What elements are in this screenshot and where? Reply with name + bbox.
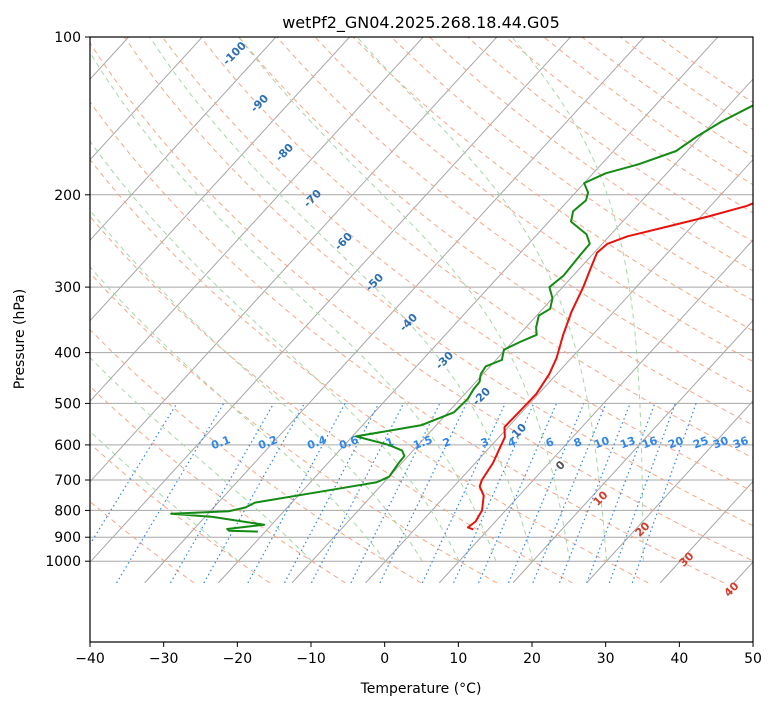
dry-adiabat <box>123 37 753 527</box>
dry-adiabat <box>162 37 753 492</box>
background-lines <box>90 37 753 584</box>
y-tick-label: 200 <box>54 188 81 204</box>
mixing-ratio-line <box>477 403 558 584</box>
y-tick-label: 1000 <box>45 554 81 570</box>
mixing-ratio-label: 16 <box>640 434 659 452</box>
mixing-ratio-line <box>586 403 656 584</box>
y-tick-label: 800 <box>54 503 81 519</box>
moist-adiabat <box>511 37 644 562</box>
mixing-ratio-line <box>532 403 607 584</box>
moist-adiabat <box>149 37 534 562</box>
isotherm-line <box>90 37 277 241</box>
dry-adiabat <box>90 442 271 584</box>
mixing-ratio-line <box>631 403 697 584</box>
mixing-ratio-label: 13 <box>618 434 637 451</box>
isotherm-line <box>144 37 645 584</box>
x-axis: −40 −30 −20 −10 0 10 20 30 40 50 <box>75 642 762 667</box>
moist-adiabat <box>90 140 460 562</box>
mixing-ratio-label: 1 <box>384 435 396 450</box>
y-tick-label: 300 <box>54 280 81 296</box>
y-tick-label: 500 <box>54 396 81 412</box>
dry-adiabat <box>90 272 498 584</box>
isotherm-line <box>659 480 753 584</box>
y-axis: 100 200 300 400 500 600 700 800 900 1000 <box>45 30 90 570</box>
x-tick-label: 40 <box>670 651 688 667</box>
mixing-ratio-label: 0.6 <box>337 433 360 452</box>
y-tick-label: 100 <box>54 30 81 46</box>
mixing-ratio-line <box>170 403 275 584</box>
y-tick-label: 700 <box>54 473 81 489</box>
isotherm-line <box>90 37 498 483</box>
mixing-ratio-line <box>558 403 631 584</box>
moist-adiabat <box>90 430 239 562</box>
mixing-ratio-line <box>608 403 676 584</box>
mixing-ratio-label: 30 <box>711 434 730 452</box>
x-tick-label: −30 <box>149 651 179 667</box>
isotherm-line <box>586 400 753 584</box>
x-tick-label: 0 <box>380 651 389 667</box>
plot-frame <box>89 36 754 643</box>
moist-adiabat <box>238 37 571 562</box>
moist-adiabat <box>90 266 386 562</box>
x-axis-label: Temperature (°C) <box>360 681 482 697</box>
y-axis-label: Pressure (hPa) <box>12 289 28 389</box>
isotherm-line <box>90 37 203 161</box>
mixing-ratio-label: 0.1 <box>209 433 232 452</box>
x-tick-label: −10 <box>296 651 326 667</box>
x-tick-label: −40 <box>75 651 105 667</box>
mixing-ratio-label: 0.4 <box>305 433 328 452</box>
x-tick-label: −20 <box>223 651 253 667</box>
dry-adiabat <box>90 215 573 584</box>
mixing-ratio-label: 20 <box>666 434 685 452</box>
mixing-ratio-line <box>421 403 506 584</box>
dry-adiabat <box>200 37 753 459</box>
mixing-ratio-label: 4 <box>506 435 518 450</box>
series-layer <box>170 104 753 533</box>
isotherm-line <box>90 37 424 402</box>
dewpoint-series-line <box>170 104 753 533</box>
mixing-ratio-label: 8 <box>572 435 584 450</box>
x-tick-label: 50 <box>744 651 762 667</box>
x-tick-label: 30 <box>597 651 615 667</box>
dry-adiabat <box>352 37 753 332</box>
mixing-ratio-label: 6 <box>544 435 556 450</box>
mixing-ratio-line <box>453 403 535 584</box>
isotherm-line <box>90 37 572 563</box>
chart-title: wetPf2_GN04.2025.268.18.44.G05 <box>282 13 560 33</box>
mixing-ratio-line <box>508 403 585 584</box>
isotherm-line <box>365 158 753 584</box>
mixing-ratio-label: 25 <box>691 434 710 451</box>
dry-adiabat <box>90 100 725 584</box>
isotherm-line <box>438 239 753 584</box>
mixing-ratio-line <box>203 403 305 584</box>
y-tick-label: 900 <box>54 530 81 546</box>
mixing-ratio-label: 3 <box>479 435 491 450</box>
mixing-ratio-label: 10 <box>592 434 611 452</box>
y-tick-label: 400 <box>54 346 81 362</box>
dry-adiabat <box>276 37 753 394</box>
x-tick-label: 10 <box>449 651 467 667</box>
dry-adiabat <box>90 41 753 562</box>
mixing-ratio-line <box>90 403 178 546</box>
mixing-ratio-line <box>379 403 467 584</box>
mixing-ratio-line <box>350 403 441 584</box>
isotherm-line <box>90 37 351 322</box>
mixing-ratio-label: 2 <box>441 435 453 450</box>
mixing-ratio-label: 0.2 <box>256 433 279 452</box>
y-tick-label: 600 <box>54 438 81 454</box>
temperature-series-line <box>466 202 753 531</box>
moist-adiabat <box>356 37 607 562</box>
isotherm-line <box>217 37 719 584</box>
x-tick-label: 20 <box>523 651 541 667</box>
dry-adiabat <box>90 158 649 584</box>
dry-adiabat <box>90 328 422 584</box>
mixing-ratio-line <box>116 403 225 584</box>
mixing-ratio-label: 36 <box>731 434 750 452</box>
dry-adiabat <box>429 37 753 272</box>
mixing-ratio-label: 1.5 <box>411 433 434 452</box>
dry-adiabat <box>90 385 346 584</box>
